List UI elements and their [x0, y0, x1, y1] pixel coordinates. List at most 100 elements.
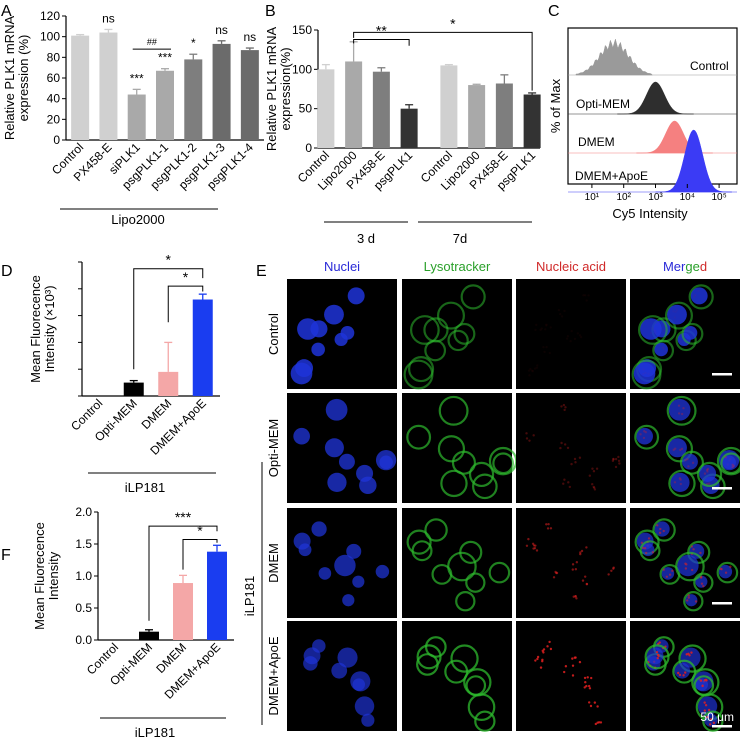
nucleic-acid-dot — [594, 722, 598, 726]
panel-d-chart: Mean Fluorecence Intensity (×10³)ControlO… — [28, 252, 220, 495]
row-label: DMEM+ApoE — [266, 636, 281, 715]
nucleic-acid-dot — [664, 350, 667, 353]
nucleus-blob — [674, 662, 691, 679]
group-label: 7d — [453, 231, 467, 246]
nucleic-acid-dot — [662, 329, 666, 332]
nucleic-acid-dot — [568, 485, 572, 489]
lysosome-ring — [406, 424, 432, 450]
y-tick-label: 40 — [47, 92, 61, 106]
bar — [345, 61, 363, 148]
nucleic-acid-dot — [654, 331, 657, 335]
scale-bar — [712, 373, 732, 376]
nucleic-acid-dot — [525, 437, 529, 440]
nucleic-acid-dot — [587, 701, 591, 704]
nucleic-acid-dot — [572, 595, 575, 598]
lysosome-ring — [683, 591, 704, 612]
nucleic-acid-dot — [699, 551, 702, 555]
nucleus-blob — [690, 287, 708, 305]
nucleic-acid-dot — [658, 531, 662, 535]
nucleic-acid-dot — [684, 567, 688, 570]
y-tick-label: 1.0 — [75, 569, 92, 583]
nucleic-acid-dot — [704, 704, 708, 707]
lysosome-ring — [450, 644, 479, 673]
nucleic-acid-dot — [597, 721, 601, 724]
lysosome-ring — [693, 675, 715, 696]
nucleus-blob — [325, 398, 348, 421]
panel-letter-e: E — [256, 263, 267, 280]
bracket-label: * — [450, 15, 456, 31]
lysosome-ring — [437, 435, 466, 463]
nucleic-acid-dot — [590, 676, 593, 680]
nucleic-acid-dot — [584, 680, 587, 684]
bar — [192, 299, 213, 396]
lysosome-ring — [664, 301, 693, 330]
lysosome-ring — [416, 644, 442, 670]
bracket-label: * — [197, 523, 203, 539]
nucleic-acid-dot — [583, 294, 587, 297]
nucleic-acid-dot — [694, 294, 697, 297]
nucleic-acid-dot — [555, 571, 558, 575]
nucleic-acid-dot — [525, 432, 528, 435]
scale-bar — [712, 725, 732, 728]
nucleic-acid-dot — [578, 456, 582, 459]
nucleic-acid-dot — [678, 477, 682, 480]
nucleus-blob — [677, 554, 699, 577]
bar — [173, 583, 193, 640]
nucleic-acid-dot — [642, 436, 646, 440]
lysosome-ring — [639, 540, 661, 562]
nucleic-acid-dot — [563, 309, 566, 313]
y-axis-label: Relative PLK1 mRNA — [264, 27, 279, 152]
nucleic-acid-dot — [527, 537, 530, 541]
nucleic-acid-dot — [673, 481, 677, 484]
nucleic-acid-dot — [546, 527, 550, 530]
x-tick-label: 10¹ — [585, 192, 600, 203]
nucleic-acid-dot — [536, 364, 539, 367]
nucleus-blob — [668, 398, 691, 421]
nucleus-blob — [318, 567, 332, 580]
nucleic-acid-dot — [595, 467, 599, 470]
nucleic-acid-dot — [566, 446, 570, 450]
nucleic-acid-dot — [656, 524, 659, 527]
nucleic-acid-dot — [541, 658, 544, 661]
nucleic-acid-dot — [574, 656, 577, 659]
lysosome-ring — [438, 395, 469, 426]
y-tick-label: 100 — [40, 30, 60, 44]
micrograph-control-lysotracker — [402, 279, 512, 389]
nucleic-acid-dot — [570, 329, 573, 333]
lysosome-ring — [468, 461, 495, 488]
micrograph-dmem-apoe-lysotracker — [402, 621, 512, 731]
nucleic-acid-dot — [612, 458, 615, 461]
lysosome-ring — [678, 644, 707, 673]
y-tick-label: 150 — [292, 23, 312, 37]
nucleic-acid-dot — [684, 459, 687, 462]
lysosome-ring — [436, 301, 465, 330]
lysosome-ring — [465, 572, 486, 593]
y-axis-label: Mean Fluorecence — [32, 522, 47, 630]
nucleic-acid-dot — [642, 368, 645, 371]
bar — [317, 69, 335, 148]
nucleic-acid-dot — [575, 561, 579, 564]
nucleic-acid-dot — [541, 649, 544, 653]
x-tick-label: 10³ — [648, 192, 663, 203]
nucleic-acid-dot — [571, 568, 574, 571]
nucleic-acid-dot — [705, 468, 709, 472]
nucleic-acid-dot — [574, 461, 577, 464]
y-tick-label: 80 — [47, 50, 61, 64]
nucleic-acid-dot — [569, 339, 572, 343]
nucleic-acid-dot — [571, 664, 575, 667]
nucleic-acid-dot — [687, 326, 690, 330]
nucleic-acid-dot — [579, 551, 582, 554]
lysosome-ring — [716, 446, 740, 476]
bar — [240, 50, 259, 140]
nucleic-acid-dot — [574, 568, 578, 571]
nucleic-acid-dot — [527, 369, 531, 372]
nucleic-acid-dot — [585, 582, 589, 586]
nucleic-acid-dot — [542, 345, 545, 349]
nucleic-acid-dot — [679, 478, 682, 481]
nucleic-acid-dot — [653, 329, 657, 332]
nucleic-acid-dot — [690, 651, 693, 654]
y-tick-label: 2.0 — [75, 505, 92, 519]
nucleic-acid-dot — [535, 366, 539, 370]
nucleic-acid-dot — [570, 462, 573, 466]
nucleus-blob — [342, 594, 355, 607]
